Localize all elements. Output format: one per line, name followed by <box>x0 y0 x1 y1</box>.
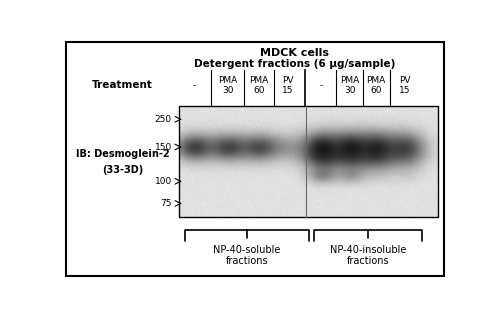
Text: PMA
60: PMA 60 <box>366 76 386 95</box>
Text: PMA
30: PMA 30 <box>218 76 238 95</box>
Text: 250: 250 <box>154 115 172 124</box>
Text: Detergent fractions (6 μg/sample): Detergent fractions (6 μg/sample) <box>194 58 396 69</box>
Text: PV
15: PV 15 <box>282 76 294 95</box>
Text: NP-40-soluble
fractions: NP-40-soluble fractions <box>213 245 280 266</box>
Text: 75: 75 <box>160 199 172 208</box>
Text: NP-40-insoluble
fractions: NP-40-insoluble fractions <box>330 245 406 266</box>
Text: -: - <box>192 81 196 90</box>
Text: PMA
60: PMA 60 <box>250 76 269 95</box>
Text: (33-3D): (33-3D) <box>102 165 143 175</box>
Bar <box>179 106 438 217</box>
Text: MDCK cells: MDCK cells <box>260 48 330 58</box>
Text: IB: Desmoglein-2: IB: Desmoglein-2 <box>76 149 170 159</box>
Text: 150: 150 <box>154 143 172 151</box>
Text: 100: 100 <box>154 177 172 186</box>
Text: -: - <box>320 81 323 90</box>
FancyBboxPatch shape <box>66 42 444 276</box>
Text: PV
15: PV 15 <box>399 76 410 95</box>
Text: PMA
30: PMA 30 <box>340 76 359 95</box>
Text: Treatment: Treatment <box>92 80 153 90</box>
